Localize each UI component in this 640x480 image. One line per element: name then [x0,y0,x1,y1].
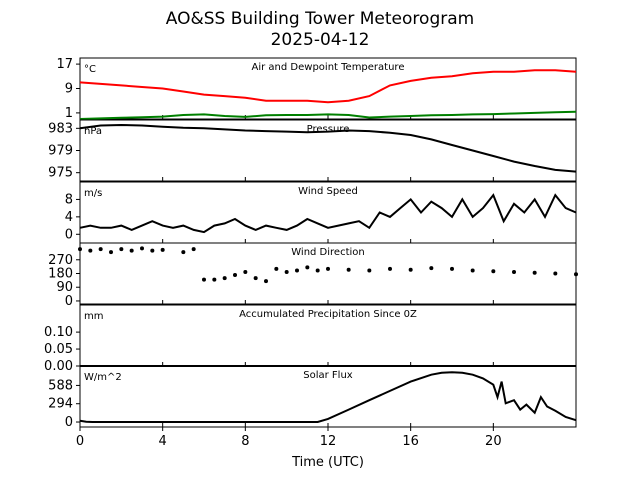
series-line-0 [79,193,577,234]
data-point [98,247,103,252]
series-line-0 [79,371,577,423]
data-point [305,265,310,270]
y-tick-label: 0.10 [44,325,73,340]
panel-pressure: 975 979 983 hPa Pressure [48,119,577,182]
data-point [109,250,113,255]
data-point [574,272,578,277]
chart-subtitle: 2025-04-12 [271,30,370,50]
data-point [233,273,237,278]
panel-unit-label: W/m^2 [84,372,122,383]
x-axis: 0 4 8 12 16 20 [76,427,502,449]
data-point [129,248,134,253]
panel-title: Solar Flux [303,370,353,381]
y-tick-label: 0.05 [44,342,73,357]
panel-title: Wind Direction [291,247,365,258]
x-tick-label: 0 [76,434,84,449]
y-tick-label: 90 [56,280,73,295]
panels-group: 1 9 17 °C Air and Dewpoint Temperature 975 979… [44,57,578,430]
x-tick-label: 12 [320,434,337,449]
data-point [408,267,413,272]
data-point [470,268,475,273]
data-point [553,271,558,276]
data-point [450,266,454,271]
y-tick-label: 0 [65,294,73,309]
data-point [202,277,206,282]
data-point [212,277,217,282]
x-tick-label: 4 [159,434,167,449]
panel-title: Wind Speed [298,186,358,197]
y-tick-label: 270 [48,253,73,268]
data-point [346,267,351,272]
data-point [532,270,537,275]
data-point [191,247,196,252]
series-line-1 [79,110,577,120]
data-point [78,247,82,252]
panel-solar_flux: 0 294 588 W/m^2 Solar Flux [48,365,577,430]
panel-unit-label: hPa [84,126,102,137]
data-point [367,268,372,273]
data-point [284,269,289,274]
y-tick-label: 180 [48,267,73,282]
data-point [150,248,155,253]
y-tick-label: 294 [48,397,73,412]
panel-temperature: 1 9 17 °C Air and Dewpoint Temperature [56,57,577,121]
data-point [491,269,496,274]
data-point [181,250,186,255]
y-tick-label: 8 [65,192,73,207]
y-tick-label: 0 [65,227,73,242]
y-tick-label: 0.00 [44,359,73,374]
x-tick-label: 8 [241,434,249,449]
y-tick-label: 979 [48,144,73,159]
x-axis-label: Time (UTC) [291,455,364,470]
panel-title: Air and Dewpoint Temperature [252,62,405,73]
y-tick-label: 1 [65,106,73,121]
y-tick-label: 0 [65,415,73,430]
y-tick-label: 975 [48,166,73,181]
data-point [264,279,268,284]
data-point [315,268,320,273]
x-tick-label: 16 [402,434,419,449]
data-point [326,266,330,271]
data-point [274,266,279,271]
panel-title: Pressure [307,124,350,135]
y-tick-label: 4 [65,210,73,225]
data-point [253,276,258,281]
panel-unit-label: m/s [84,188,102,199]
data-point [295,268,299,273]
panel-unit-label: °C [84,64,96,75]
panel-wind_speed: 0 4 8 m/s Wind Speed [65,181,577,244]
data-point [222,276,227,281]
data-point [160,247,165,252]
data-point [140,246,144,251]
data-point [119,247,124,252]
chart-title: AO&SS Building Tower Meteorogram [166,9,474,29]
y-tick-label: 983 [48,121,73,136]
panel-precipitation: 0.00 0.05 0.10 mm Accumulated Precipitation … [44,304,577,374]
y-tick-label: 9 [65,82,73,97]
panel-unit-label: mm [84,311,103,322]
data-point [429,266,434,271]
y-tick-label: 17 [56,57,73,72]
data-point [388,266,392,271]
y-tick-label: 588 [48,378,73,393]
series-line-0 [79,69,577,104]
series-line-0 [79,123,577,173]
data-point [243,269,248,274]
data-point [512,269,516,274]
x-tick-label: 20 [485,434,502,449]
data-point [88,248,93,253]
panel-title: Accumulated Precipitation Since 0Z [239,309,417,320]
